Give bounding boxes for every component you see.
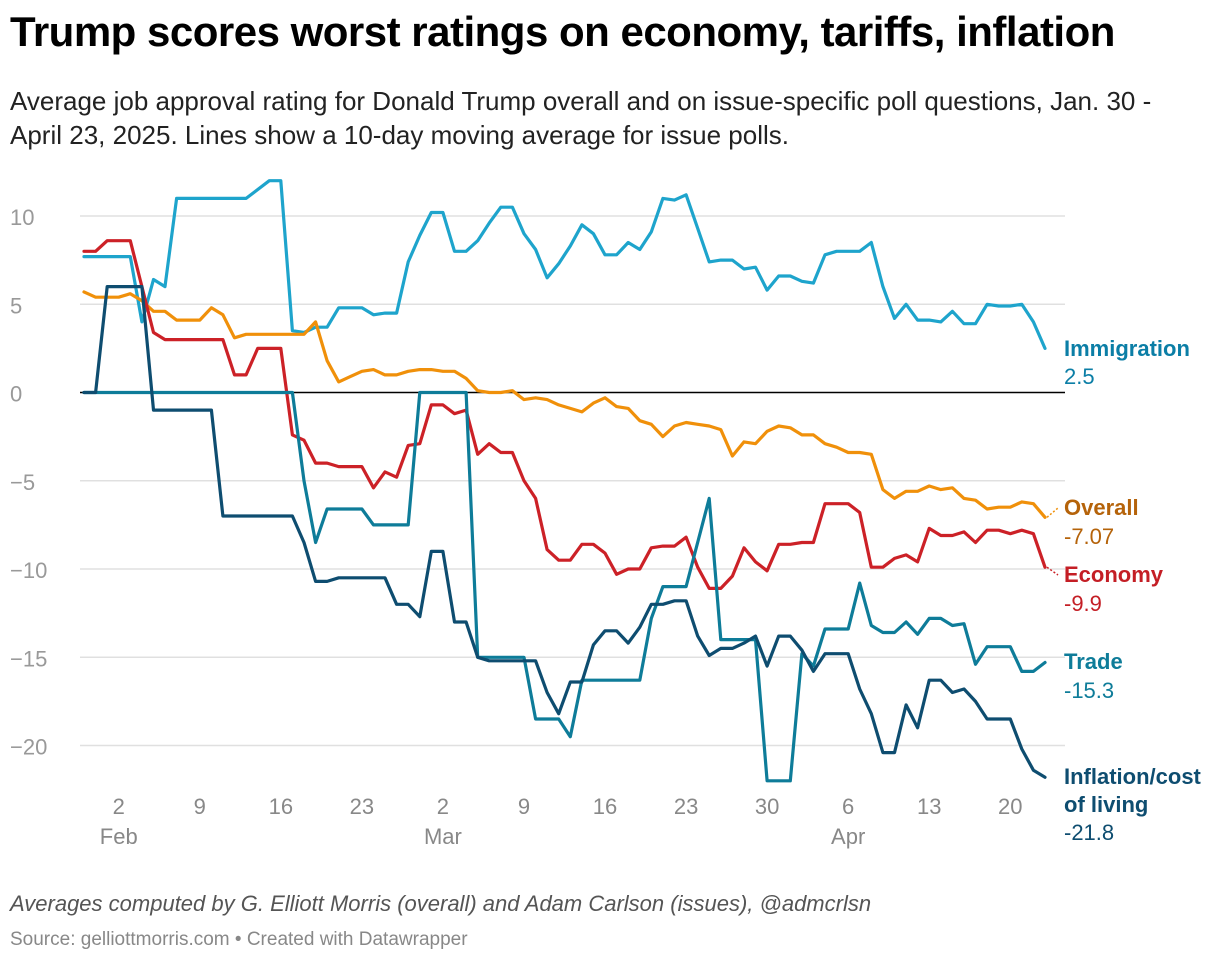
series-end-value-immigration: 2.5 <box>1064 364 1095 389</box>
series-line-inflation-cost-of-living <box>82 285 1047 779</box>
chart-subtitle: Average job approval rating for Donald T… <box>10 86 1152 150</box>
x-tick-label: 2 <box>437 794 449 819</box>
chart-notes: Averages computed by G. Elliott Morris (… <box>10 891 872 916</box>
series-label-overall: Overall <box>1064 495 1139 520</box>
line-chart: 10 5 0 −5 −10 −15 −20 2 Feb 9 16 23 2 Mar 9 16 23 30 6 Apr 1… <box>10 179 1202 849</box>
x-month-label: Feb <box>100 824 138 849</box>
x-tick-label: 16 <box>593 794 617 819</box>
x-tick-label: 2 <box>113 794 125 819</box>
x-tick-label: 9 <box>518 794 530 819</box>
series-end-value-economy: -9.9 <box>1064 591 1102 616</box>
y-tick-label: 0 <box>10 382 22 407</box>
x-tick-label: 23 <box>350 794 374 819</box>
series-label-immigration: Immigration <box>1064 336 1190 361</box>
series-labels: Immigration 2.5 Overall -7.07 Economy -9.9 Tra… <box>1046 336 1202 845</box>
series-label-inflation-cost-of-living: Inflation/cost <box>1064 764 1202 789</box>
series-end-value-inflation-cost-of-living: -21.8 <box>1064 820 1114 845</box>
chart-title: Trump scores worst ratings on economy, t… <box>10 8 1115 55</box>
x-tick-label: 20 <box>998 794 1022 819</box>
series-lines <box>82 179 1047 783</box>
axes: 10 5 0 −5 −10 −15 −20 2 Feb 9 16 23 2 Mar 9 16 23 30 6 Apr 1… <box>10 205 1065 849</box>
gridlines <box>80 215 1065 747</box>
x-tick-label: 16 <box>269 794 293 819</box>
series-line-overall <box>82 290 1047 519</box>
series-line-immigration <box>82 179 1047 350</box>
series-end-value-overall: -7.07 <box>1064 524 1114 549</box>
x-tick-label: 6 <box>842 794 854 819</box>
series-end-value-trade: -15.3 <box>1064 678 1114 703</box>
label-leader <box>1046 507 1059 518</box>
x-tick-label: 23 <box>674 794 698 819</box>
x-tick-label: 9 <box>194 794 206 819</box>
x-tick-label: 13 <box>917 794 941 819</box>
y-tick-label: −5 <box>10 470 35 495</box>
y-tick-label: −10 <box>10 558 47 583</box>
series-label-inflation-cost-of-living: of living <box>1064 792 1148 817</box>
y-tick-label: 5 <box>10 293 22 318</box>
x-month-label: Apr <box>831 824 865 849</box>
x-month-label: Mar <box>424 824 462 849</box>
x-tick-label: 30 <box>755 794 779 819</box>
series-line-economy <box>82 239 1047 590</box>
series-label-economy: Economy <box>1064 562 1164 587</box>
y-tick-label: −15 <box>10 646 47 671</box>
chart-source: Source: gelliottmorris.com • Created wit… <box>10 929 468 950</box>
y-tick-label: −20 <box>10 735 47 760</box>
y-tick-label: 10 <box>10 205 34 230</box>
series-label-trade: Trade <box>1064 649 1123 674</box>
